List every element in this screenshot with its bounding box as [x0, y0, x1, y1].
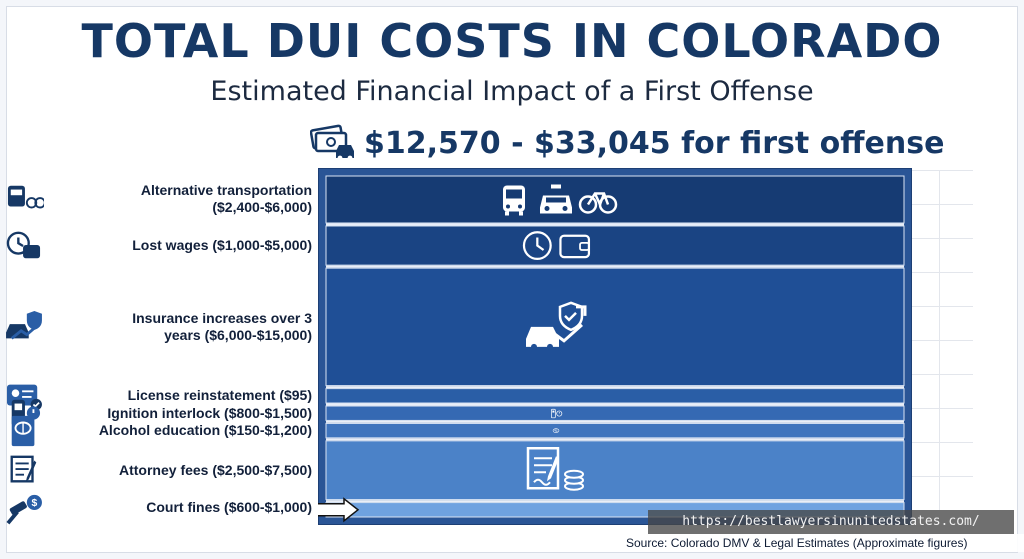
category-label: License reinstatement ($95): [128, 387, 312, 404]
category-label-line: Alcohol education ($150-$1,200): [98, 422, 312, 439]
scroll-pen-icon: [10, 455, 37, 483]
category-label-line: years ($6,000-$15,000): [164, 326, 312, 343]
bus-icon: [503, 185, 525, 216]
car-shield-icon: [6, 310, 42, 340]
category-label-line: License reinstatement ($95): [127, 387, 312, 404]
cost-band: [325, 440, 905, 501]
cost-band: [325, 388, 905, 404]
category-label: Alcohol education ($150-$1,200): [99, 422, 312, 439]
clock-icon: [522, 231, 552, 261]
chart-svg: [318, 168, 912, 525]
watermark-url: https://bestlawyersinunitedstates.com/: [648, 510, 1014, 534]
money-car-icon: [310, 124, 354, 161]
bicycle-icon: [578, 192, 618, 214]
cost-band: [325, 422, 905, 439]
category-label-line: Lost wages ($1,000-$5,000): [132, 237, 312, 254]
category-label: Alternative transportation ($2,400-$6,000…: [141, 182, 312, 216]
cost-band: [325, 405, 905, 421]
total-cost-banner: $12,570 - $33,045 for first offense: [310, 122, 944, 164]
brain-icon: [552, 428, 560, 433]
source-note: Source: Colorado DMV & Legal Estimates (…: [620, 534, 1024, 552]
category-label-line: Attorney fees ($2,500-$7,500): [119, 461, 312, 478]
category-label: Lost wages ($1,000-$5,000): [132, 237, 312, 254]
cost-band: [325, 267, 905, 387]
legal-document-coins-icon: [526, 446, 584, 491]
total-cost-text: $12,570 - $33,045 for first offense: [364, 125, 945, 161]
car-shield-growth-icon: [526, 301, 587, 350]
category-labels: Alternative transportation ($2,400-$6,000…: [56, 168, 318, 525]
category-label: Ignition interlock ($800-$1,500): [107, 405, 312, 422]
category-label: Insurance increases over 3 years ($6,000-…: [132, 310, 312, 344]
svg-text:$: $: [31, 498, 37, 509]
category-label: Attorney fees ($2,500-$7,500): [119, 462, 312, 479]
pointer-arrow-icon: [318, 497, 360, 523]
category-label-line: Ignition interlock ($800-$1,500): [107, 404, 312, 421]
breathalyzer-icon: [551, 408, 563, 419]
category-label-line: Alternative transportation: [140, 182, 312, 199]
brain-book-icon: [11, 415, 35, 446]
gavel-icon: $: [6, 494, 42, 525]
page-title: TOTAL DUI COSTS IN COLORADO: [81, 14, 943, 68]
clock-wallet-icon: [6, 231, 41, 258]
category-label-line: Court fines ($600-$1,000): [146, 499, 312, 516]
taxi-icon: [540, 184, 572, 214]
bus-bicycle-icon: [7, 186, 44, 209]
cost-stack-chart: [318, 168, 912, 525]
category-label-line: ($2,400-$6,000): [212, 199, 312, 216]
wallet-icon: [559, 234, 591, 259]
cost-band: [325, 225, 905, 266]
background-grid: [905, 170, 973, 510]
category-label-line: Insurance increases over 3: [132, 309, 312, 326]
category-label: Court fines ($600-$1,000): [146, 499, 312, 516]
page-subtitle: Estimated Financial Impact of a First Of…: [210, 76, 814, 107]
